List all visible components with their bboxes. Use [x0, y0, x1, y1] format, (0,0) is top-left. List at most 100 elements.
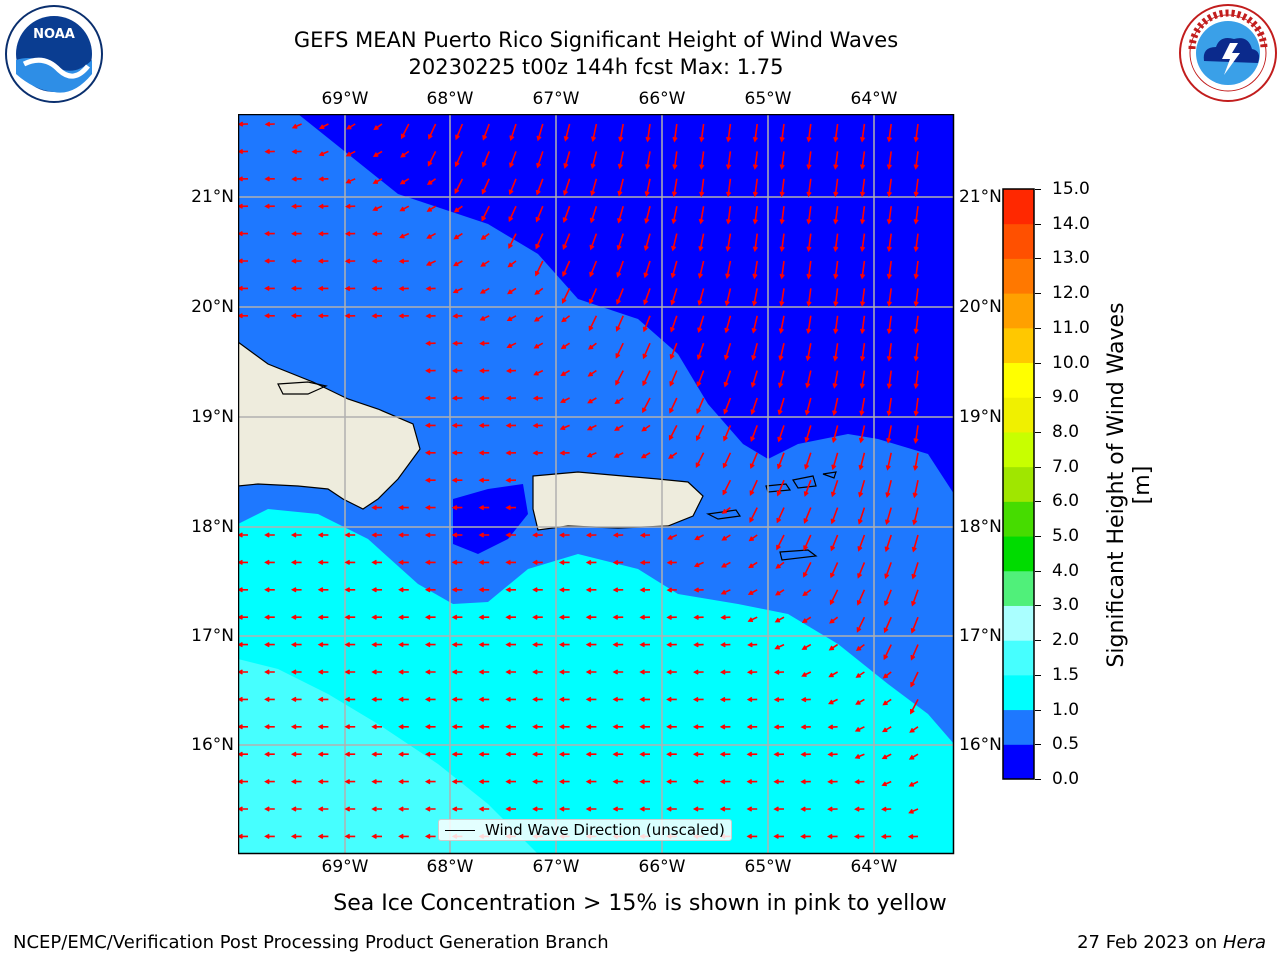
wind-wave-arrow: [696, 342, 705, 361]
wind-wave-arrow: [859, 260, 866, 280]
wind-wave-arrow: [508, 233, 517, 250]
wind-wave-arrow: [642, 342, 651, 360]
wind-wave-arrow: [453, 260, 463, 267]
wind-wave-arrow: [913, 178, 919, 198]
wind-wave-arrow: [505, 696, 516, 703]
lon-tick-bottom: 64°W: [850, 857, 898, 877]
wind-wave-arrow: [806, 288, 812, 307]
wind-wave-arrow: [911, 562, 919, 580]
colorbar-tick-label: 13.0: [1052, 248, 1090, 269]
wind-wave-arrow: [424, 395, 436, 401]
wind-wave-arrow: [585, 751, 597, 757]
lat-tick-right: 19°N: [959, 407, 1002, 427]
wind-wave-arrow: [451, 669, 463, 675]
colorbar-tick-label: 5.0: [1052, 526, 1080, 547]
wind-wave-arrow: [558, 614, 570, 620]
wind-wave-arrow: [886, 123, 892, 143]
wind-wave-arrow: [558, 559, 570, 566]
wind-wave-arrow: [615, 315, 624, 332]
wind-wave-arrow: [886, 425, 892, 444]
wind-wave-arrow: [264, 559, 275, 566]
wind-wave-arrow: [885, 480, 892, 498]
wind-wave-arrow: [669, 370, 678, 387]
wind-wave-arrow: [424, 778, 436, 785]
wind-wave-arrow: [639, 587, 651, 593]
wind-wave-arrow: [536, 151, 544, 169]
wind-wave-arrow: [856, 616, 866, 633]
wind-wave-arrow: [827, 779, 838, 785]
wind-wave-arrow: [801, 643, 812, 650]
wind-wave-arrow: [639, 559, 651, 566]
wind-wave-arrow: [264, 778, 275, 785]
wind-wave-arrow: [317, 313, 329, 319]
wind-wave-arrow: [723, 425, 732, 442]
wind-wave-arrow: [833, 178, 839, 198]
lon-tick-top: 67°W: [532, 89, 580, 109]
wind-wave-arrow: [913, 151, 919, 170]
puerto-rico-land: [532, 471, 704, 531]
wind-wave-arrow: [509, 151, 517, 169]
wind-wave-arrow: [558, 778, 570, 785]
wind-wave-arrow: [587, 397, 597, 404]
wind-wave-arrow: [833, 206, 839, 225]
wind-wave-arrow: [859, 343, 866, 362]
wind-wave-arrow: [585, 614, 597, 620]
colorbar-segment: [1003, 466, 1034, 502]
wind-wave-arrow: [373, 123, 383, 131]
colorbar-tick-label: 8.0: [1052, 421, 1080, 442]
wind-wave-arrow: [532, 450, 543, 456]
wind-wave-arrow: [587, 369, 597, 377]
wind-wave-arrow: [639, 614, 651, 620]
wind-wave-arrow: [424, 477, 436, 483]
wind-wave-arrow: [719, 724, 731, 730]
wind-wave-arrow: [264, 751, 275, 757]
wind-wave-arrow: [532, 395, 543, 401]
wind-wave-arrow: [913, 123, 919, 143]
wind-wave-arrow: [881, 726, 892, 733]
lat-tick-left: 19°N: [191, 407, 234, 427]
wind-wave-arrow: [398, 532, 409, 538]
colorbar-tick-mark: [1035, 674, 1041, 676]
wind-wave-arrow: [696, 397, 705, 415]
wind-wave-arrow: [482, 123, 490, 141]
colorbar-tick-label: 9.0: [1052, 387, 1080, 408]
colorbar-tick-mark: [1035, 605, 1041, 607]
wind-wave-arrow: [562, 205, 571, 223]
sea-ice-note: Sea Ice Concentration > 15% is shown in …: [333, 891, 947, 916]
wind-wave-arrow: [451, 751, 463, 757]
wind-wave-arrow: [398, 614, 409, 620]
wind-wave-arrow: [532, 751, 543, 757]
wind-wave-arrow: [614, 424, 624, 431]
wind-wave-arrow: [532, 532, 543, 538]
wind-wave-arrow: [721, 506, 731, 514]
wind-wave-arrow: [590, 151, 598, 170]
wind-wave-arrow: [587, 342, 597, 350]
wind-wave-arrow: [425, 260, 436, 266]
wind-wave-arrow: [779, 260, 785, 280]
wind-wave-arrow: [908, 780, 919, 787]
wind-wave-arrow: [645, 123, 651, 143]
wind-wave-arrow: [424, 641, 436, 648]
wind-wave-arrow: [317, 833, 329, 840]
wind-wave-arrow: [398, 258, 409, 264]
wind-wave-arrow: [427, 123, 437, 140]
wind-wave-arrow: [505, 505, 517, 511]
wind-wave-arrow: [775, 589, 785, 596]
colorbar-tick-label: 1.5: [1052, 664, 1080, 685]
wind-wave-arrow: [853, 833, 865, 840]
wind-wave-arrow: [371, 504, 382, 511]
wind-wave-arrow: [778, 315, 785, 334]
wind-wave-arrow: [398, 778, 409, 785]
wind-wave-arrow: [264, 641, 275, 648]
wind-wave-arrow: [666, 778, 677, 785]
svg-text:NOAA: NOAA: [33, 27, 75, 42]
wind-wave-arrow: [645, 151, 651, 170]
wind-wave-arrow: [291, 231, 302, 237]
wind-wave-arrow: [694, 534, 704, 541]
wind-wave-arrow: [616, 260, 624, 278]
wind-wave-arrow: [586, 452, 597, 458]
wind-wave-arrow: [371, 614, 382, 620]
wind-wave-arrow: [615, 342, 624, 359]
wind-wave-arrow: [563, 123, 571, 142]
wind-wave-arrow: [345, 203, 356, 210]
